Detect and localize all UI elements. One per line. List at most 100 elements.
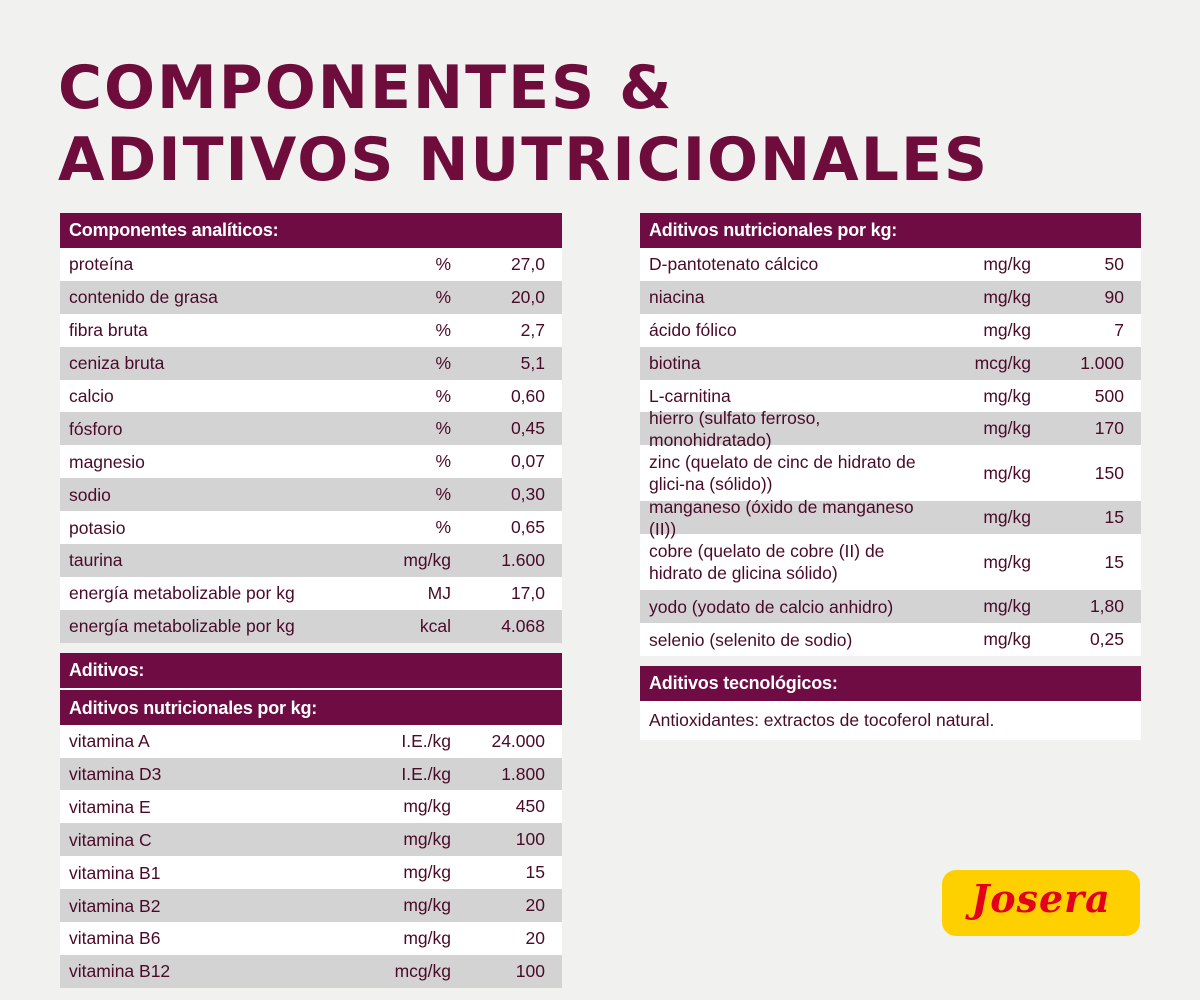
row-value: 0,60 [510, 385, 545, 406]
nutritional-header: Aditivos nutricionales por kg: [640, 213, 1141, 248]
section-gap [60, 642, 562, 653]
row-name: L-carnitina [649, 386, 731, 406]
row-unit: mg/kg [983, 385, 1031, 406]
table-row: ácido fólico mg/kg 7 [640, 314, 1141, 347]
row-unit: % [435, 451, 451, 472]
row-unit: % [435, 286, 451, 307]
table-row: contenido de grasa% 20,0 [60, 280, 562, 314]
row-value: 0,30 [510, 484, 545, 505]
table-row: vitamina E mg/kg 450 [60, 790, 562, 823]
row-name: niacina [649, 287, 705, 308]
row-unit: % [435, 253, 451, 274]
row-name: selenio (selenito de sodio) [649, 629, 853, 650]
row-unit: mg/kg [403, 927, 451, 948]
nutritional-rows: D-pantotenato cálcico mg/kg 50 niacina mg/kg… [640, 248, 1141, 656]
row-unit: mg/kg [983, 596, 1031, 617]
table-row: calcio% 0,60 [60, 380, 562, 413]
table-row: vitamina B12 mcg/kg 100 [60, 954, 562, 988]
row-unit: mg/kg [983, 507, 1031, 528]
technological-header: Aditivos tecnológicos: [640, 666, 1141, 702]
row-name: magnesio [69, 451, 145, 472]
row-value: 20 [525, 895, 545, 916]
row-value: 0,45 [510, 418, 545, 439]
row-value: 2,7 [520, 319, 545, 340]
row-unit: mg/kg [983, 253, 1031, 274]
row-value: 17,0 [510, 582, 545, 603]
row-value: 500 [1094, 385, 1124, 406]
table-row: cobre (quelato de cobre (II) de hidrato … [640, 534, 1141, 590]
row-name: fósforo [69, 418, 123, 439]
page-title: COMPONENTES & ADITIVOS NUTRICIONALES [58, 52, 989, 196]
row-unit: % [435, 484, 451, 505]
row-unit: mg/kg [403, 829, 451, 850]
row-value: 20,0 [510, 286, 545, 307]
row-name: energía metabolizable por kg [69, 583, 295, 604]
row-name: sodio [69, 484, 111, 505]
table-row: yodo (yodato de calcio anhidro) mg/kg 1,80 [640, 590, 1141, 624]
row-name: ceniza bruta [69, 353, 165, 374]
table-row: niacina mg/kg 90 [640, 280, 1141, 314]
table-row: vitamina D3 I.E./kg 1.800 [60, 757, 562, 791]
row-value: 50 [1104, 253, 1124, 274]
row-name: vitamina B12 [69, 961, 171, 982]
table-row: selenio (selenito de sodio) mg/kg 0,25 [640, 623, 1141, 656]
row-name: proteína [69, 254, 134, 275]
table-row: energía metabolizable por kg kcal 4.068 [60, 609, 562, 643]
table-row: fósforo% 0,45 [60, 412, 562, 446]
row-unit: I.E./kg [401, 763, 451, 784]
row-value: 20 [525, 927, 545, 948]
additives-subheader: Aditivos nutricionales por kg: [60, 687, 562, 725]
row-value: 1,80 [1089, 596, 1124, 617]
table-row: manganeso (óxido de manganeso (II)) mg/kg… [640, 497, 1141, 539]
analytic-rows: proteína% 27,0 contenido de grasa% 20,0 fibr… [60, 248, 562, 643]
row-unit: % [435, 385, 451, 406]
additives-header: Aditivos: [60, 652, 562, 688]
row-unit: mg/kg [403, 796, 451, 817]
row-value: 0,65 [510, 517, 545, 538]
row-name: fibra bruta [69, 320, 148, 341]
row-name: hierro (sulfato ferroso, monohidratado) [649, 407, 821, 450]
row-value: 24.000 [491, 730, 545, 751]
row-name: vitamina A [69, 731, 150, 752]
row-value: 170 [1094, 418, 1124, 439]
row-name: yodo (yodato de calcio anhidro) [649, 596, 894, 617]
row-value: 1.000 [1080, 352, 1124, 373]
table-row: taurina mg/kg 1.600 [60, 544, 562, 577]
row-unit: mg/kg [983, 551, 1031, 572]
row-name: manganeso (óxido de manganeso (II)) [649, 496, 914, 539]
row-unit: MJ [427, 582, 451, 603]
table-row: energía metabolizable por kg MJ 17,0 [60, 577, 562, 610]
row-value: 1.600 [501, 549, 545, 570]
row-unit: mg/kg [983, 286, 1031, 307]
table-row: vitamina B1 mg/kg 15 [60, 856, 562, 889]
title-line-1: COMPONENTES & [58, 53, 674, 123]
row-name: calcio [69, 386, 114, 406]
row-name: vitamina D3 [69, 764, 162, 785]
row-unit: mg/kg [983, 629, 1031, 650]
row-value: 1.800 [501, 763, 545, 784]
table-row: magnesio% 0,07 [60, 445, 562, 478]
additives-rows: vitamina A I.E./kg 24.000 vitamina D3 I.E./k… [60, 725, 562, 988]
table-row: vitamina B2 mg/kg 20 [60, 889, 562, 923]
row-unit: % [435, 517, 451, 538]
row-name: cobre (quelato de cobre (II) de hidrato … [649, 541, 885, 584]
row-name: biotina [649, 353, 701, 374]
logo-text: Josera [971, 876, 1111, 921]
row-name: vitamina E [69, 796, 151, 817]
table-row: vitamina B6 mg/kg 20 [60, 922, 562, 955]
row-value: 15 [1104, 507, 1124, 528]
row-value: 27,0 [510, 253, 545, 274]
title-line-2: ADITIVOS NUTRICIONALES [58, 125, 990, 195]
row-value: 100 [515, 829, 545, 850]
table-row: sodio% 0,30 [60, 478, 562, 512]
table-row: zinc (quelato de cinc de hidrato de glic… [640, 445, 1141, 501]
technological-text: Antioxidantes: extractos de tocoferol na… [649, 710, 995, 731]
logo-background [942, 870, 1140, 936]
row-name: energía metabolizable por kg [69, 616, 295, 637]
row-unit: I.E./kg [401, 730, 451, 751]
table-row: vitamina C mg/kg 100 [60, 823, 562, 857]
table-row: biotina mcg/kg 1.000 [640, 346, 1141, 380]
row-value: 0,25 [1089, 629, 1124, 650]
row-unit: mg/kg [403, 549, 451, 570]
row-name: taurina [69, 550, 123, 571]
